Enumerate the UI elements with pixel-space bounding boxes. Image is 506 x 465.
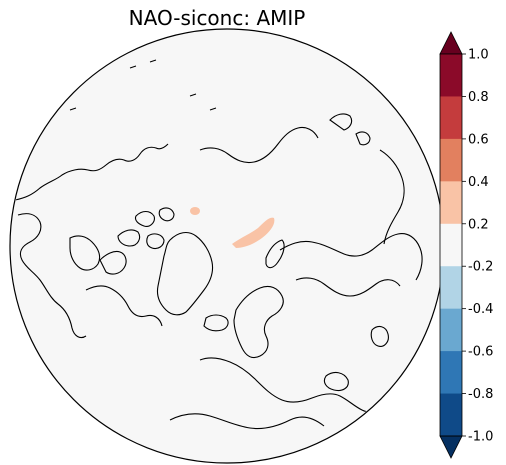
colorbar-tick-label: -1.0: [468, 430, 493, 445]
colorbar-segment: [440, 138, 462, 182]
coastline-russia-north: [295, 277, 401, 297]
colorbar-tick-label: 0.6: [468, 132, 489, 147]
colorbar-segment: [440, 308, 462, 352]
colorbar-segment: [440, 181, 462, 225]
colorbar-tick-label: -0.6: [468, 345, 493, 360]
colorbar-tick-label: 0.2: [468, 217, 489, 232]
colorbar-tick-label: -0.2: [468, 260, 493, 275]
coastline-labrador: [85, 285, 163, 327]
colorbar-tick-label: 0.8: [468, 90, 489, 105]
colorbar-tick-label: 1.0: [468, 48, 489, 63]
coastline-small-islands: [69, 59, 217, 111]
colorbar-segment: [440, 223, 462, 267]
colorbar-tick-label: -0.8: [468, 387, 493, 402]
sea-ice-anomaly-patches: [190, 207, 275, 248]
colorbar-segment: [440, 54, 462, 97]
coastline-japan-kuril: [329, 113, 371, 146]
coastline-europe: [199, 357, 385, 413]
coastline-arctic-islands: [99, 207, 175, 275]
coastline-black-sea: [323, 371, 349, 392]
colorbar-frame: [439, 53, 463, 437]
anomaly-patch-barents: [232, 217, 275, 248]
colorbar-segment: [440, 266, 462, 310]
anomaly-patch-beaufort: [190, 207, 200, 215]
coastline-far-east: [199, 126, 319, 164]
coastline-novaya-zemlya: [265, 239, 285, 269]
colorbar-segment: [440, 393, 462, 437]
coastline-alaska-south: [17, 213, 87, 339]
colorbar: 1.0 0.8 0.6 0.4 0.2 -0.2 -0.4 -0.6 -0.8 -1.0: [439, 31, 493, 459]
colorbar-extend-top: [439, 31, 463, 55]
colorbar-tick-label: -0.4: [468, 302, 493, 317]
coastline-north-america-west: [14, 143, 169, 201]
coastlines: [14, 59, 423, 430]
coastline-scandinavia: [233, 285, 284, 359]
colorbar-segment: [440, 351, 462, 395]
coastline-hudson-bay: [69, 235, 101, 271]
map-title: NAO-siconc: AMIP: [128, 6, 306, 30]
coastline-siberia: [279, 233, 423, 281]
coastline-greenland: [156, 231, 214, 316]
coastline-mediterranean: [169, 413, 325, 430]
coastline-caspian: [370, 325, 389, 347]
colorbar-tick-label: 0.4: [468, 175, 489, 190]
colorbar-extend-bottom: [439, 435, 463, 459]
coastline-iceland: [203, 314, 229, 332]
coastline-china-coast: [379, 149, 405, 245]
colorbar-segment: [440, 96, 462, 140]
globe-disc: [10, 29, 444, 463]
